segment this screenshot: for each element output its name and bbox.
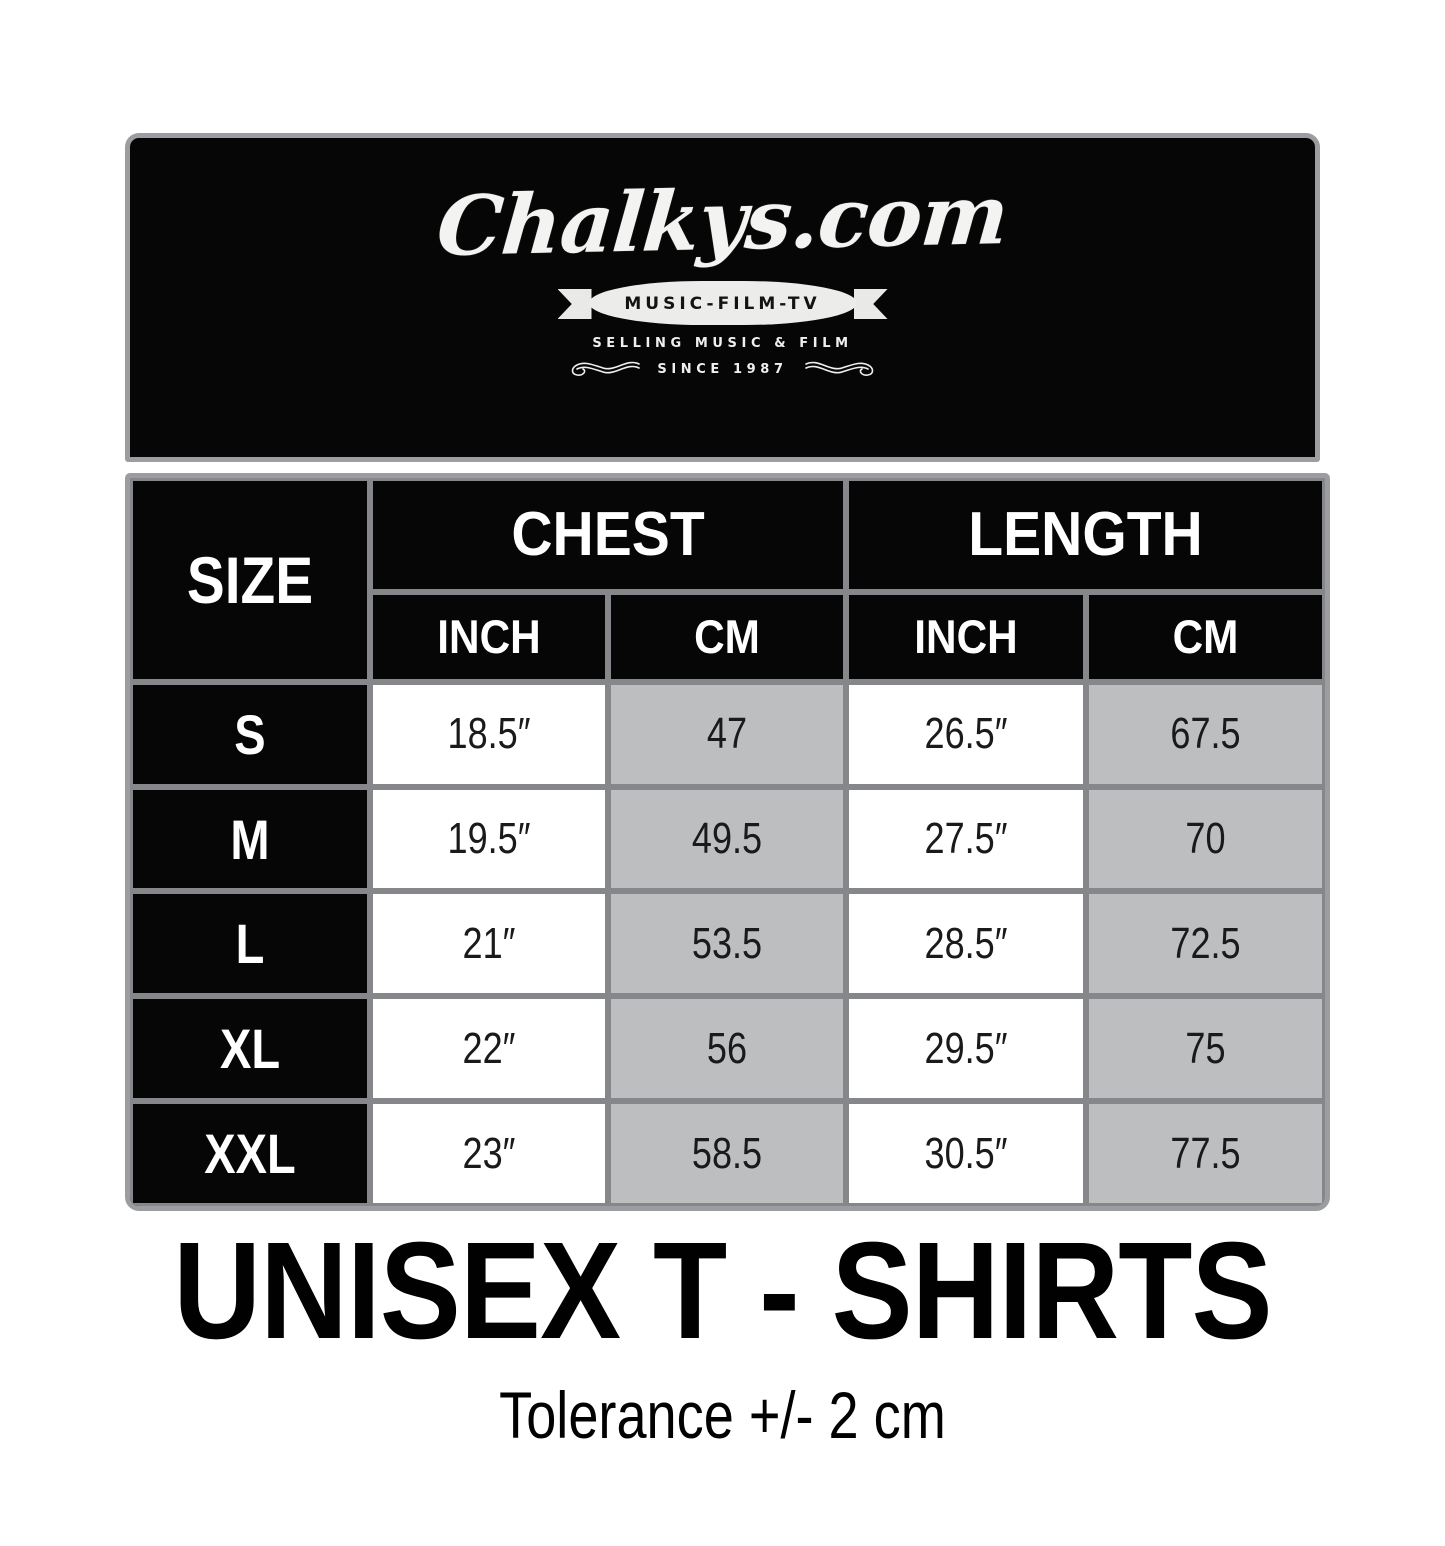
header-cell-length: LENGTH xyxy=(846,478,1326,592)
row-size-label: XL xyxy=(130,996,370,1102)
size-chart-table: SIZE CHEST LENGTH INCH CM INCH xyxy=(125,473,1331,1211)
brand-ribbon: MUSIC-FILM-TV xyxy=(557,280,888,326)
header-label-length: LENGTH xyxy=(968,500,1203,570)
chest-cm-value: 47 xyxy=(706,709,748,759)
ribbon-band: MUSIC-FILM-TV xyxy=(588,281,857,325)
length-cm-value: 67.5 xyxy=(1170,709,1241,759)
header-cell-chest-inch: INCH xyxy=(370,591,608,682)
row-length-cm: 77.5 xyxy=(1086,1101,1326,1206)
row-chest-cm: 47 xyxy=(608,681,847,787)
chest-cm-value: 49.5 xyxy=(691,814,763,864)
flourish-left-icon xyxy=(572,361,641,376)
row-size-label: XXL xyxy=(130,1101,370,1206)
size-value: XL xyxy=(219,1017,281,1081)
flourish-right-icon xyxy=(804,361,873,376)
row-chest-cm: 58.5 xyxy=(608,1101,847,1206)
table-row: L 21″ 53.5 28.5″ 72.5 xyxy=(130,891,1326,997)
ribbon-tail-left-icon xyxy=(557,289,592,319)
row-chest-inch: 23″ xyxy=(370,1101,608,1206)
brand-logo-panel: Chalkys.com MUSIC-FILM-TV SELLING MUSIC … xyxy=(125,133,1320,462)
ribbon-tail-right-icon xyxy=(853,289,888,319)
length-inch-value: 28.5″ xyxy=(924,918,1008,968)
table-row: XL 22″ 56 29.5″ 75 xyxy=(130,996,1326,1102)
row-length-inch: 28.5″ xyxy=(846,891,1087,997)
chest-inch-value: 22″ xyxy=(462,1023,516,1073)
length-inch-value: 29.5″ xyxy=(924,1023,1008,1073)
header-label-chest-inch: INCH xyxy=(437,610,541,664)
chest-inch-value: 21″ xyxy=(462,918,516,968)
length-cm-value: 75 xyxy=(1185,1023,1226,1073)
table-row: XXL 23″ 58.5 30.5″ 77.5 xyxy=(130,1101,1326,1206)
row-chest-inch: 21″ xyxy=(370,891,608,997)
row-chest-cm: 49.5 xyxy=(608,786,847,892)
row-chest-cm: 53.5 xyxy=(608,891,847,997)
row-chest-inch: 18.5″ xyxy=(370,681,608,787)
header-cell-length-cm: CM xyxy=(1086,591,1326,682)
footer-block: UNISEX T - SHIRTS Tolerance +/- 2 cm xyxy=(0,1222,1445,1448)
brand-since-row: SINCE 1987 xyxy=(569,360,875,378)
brand-since-label: SINCE 1987 xyxy=(657,361,788,377)
table-row: M 19.5″ 49.5 27.5″ 70 xyxy=(130,786,1326,892)
row-chest-inch: 22″ xyxy=(370,996,608,1102)
row-length-cm: 70 xyxy=(1086,786,1326,892)
chest-inch-value: 19.5″ xyxy=(447,814,531,864)
header-cell-chest: CHEST xyxy=(370,478,847,592)
row-length-cm: 75 xyxy=(1086,996,1326,1102)
row-chest-inch: 19.5″ xyxy=(370,786,608,892)
header-cell-chest-cm: CM xyxy=(608,591,847,682)
size-value: L xyxy=(235,912,265,976)
table-row: S 18.5″ 47 26.5″ 67.5 xyxy=(130,681,1326,787)
table-header-row-units: INCH CM INCH CM xyxy=(130,591,1326,682)
size-value: XXL xyxy=(204,1122,296,1186)
row-length-inch: 30.5″ xyxy=(846,1101,1087,1206)
header-label-chest: CHEST xyxy=(511,500,705,570)
row-length-cm: 67.5 xyxy=(1086,681,1326,787)
header-cell-length-inch: INCH xyxy=(846,591,1087,682)
row-length-inch: 27.5″ xyxy=(846,786,1087,892)
length-cm-value: 70 xyxy=(1185,814,1226,864)
ribbon-label: MUSIC-FILM-TV xyxy=(624,293,821,314)
length-cm-value: 72.5 xyxy=(1170,918,1241,968)
chest-cm-value: 56 xyxy=(706,1023,748,1073)
header-label-chest-cm: CM xyxy=(694,610,760,664)
row-size-label: M xyxy=(130,786,370,892)
tolerance-note: Tolerance +/- 2 cm xyxy=(499,1378,946,1452)
page-title: UNISEX T - SHIRTS xyxy=(173,1214,1272,1368)
chest-inch-value: 18.5″ xyxy=(447,709,531,759)
brand-script-wordmark: Chalkys.com xyxy=(433,167,1012,275)
length-inch-value: 30.5″ xyxy=(924,1128,1008,1178)
size-value: S xyxy=(234,702,266,766)
length-inch-value: 26.5″ xyxy=(924,709,1008,759)
header-label-size: SIZE xyxy=(186,542,314,617)
header-label-length-cm: CM xyxy=(1172,610,1239,664)
chest-cm-value: 58.5 xyxy=(691,1128,763,1178)
header-label-length-inch: INCH xyxy=(914,610,1018,664)
chest-cm-value: 53.5 xyxy=(691,918,763,968)
row-length-inch: 26.5″ xyxy=(846,681,1087,787)
row-length-inch: 29.5″ xyxy=(846,996,1087,1102)
brand-tagline: SELLING MUSIC & FILM xyxy=(592,336,853,351)
row-size-label: S xyxy=(130,681,370,787)
chest-inch-value: 23″ xyxy=(462,1128,516,1178)
table-header-row-groups: SIZE CHEST LENGTH xyxy=(130,478,1326,682)
row-length-cm: 72.5 xyxy=(1086,891,1326,997)
size-value: M xyxy=(230,807,270,871)
header-cell-size: SIZE xyxy=(130,478,370,682)
length-cm-value: 77.5 xyxy=(1170,1128,1241,1178)
length-inch-value: 27.5″ xyxy=(924,814,1008,864)
row-size-label: L xyxy=(130,891,370,997)
row-chest-cm: 56 xyxy=(608,996,847,1102)
